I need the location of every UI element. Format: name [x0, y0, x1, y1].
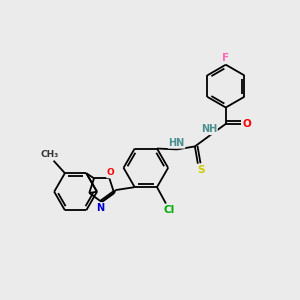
Text: S: S — [198, 165, 205, 175]
Text: NH: NH — [201, 124, 217, 134]
Text: CH₃: CH₃ — [40, 150, 58, 159]
Text: F: F — [222, 53, 230, 63]
Text: Cl: Cl — [163, 205, 175, 215]
Text: N: N — [96, 203, 104, 213]
Text: HN: HN — [168, 138, 184, 148]
Text: O: O — [107, 169, 115, 178]
Text: O: O — [243, 119, 252, 129]
